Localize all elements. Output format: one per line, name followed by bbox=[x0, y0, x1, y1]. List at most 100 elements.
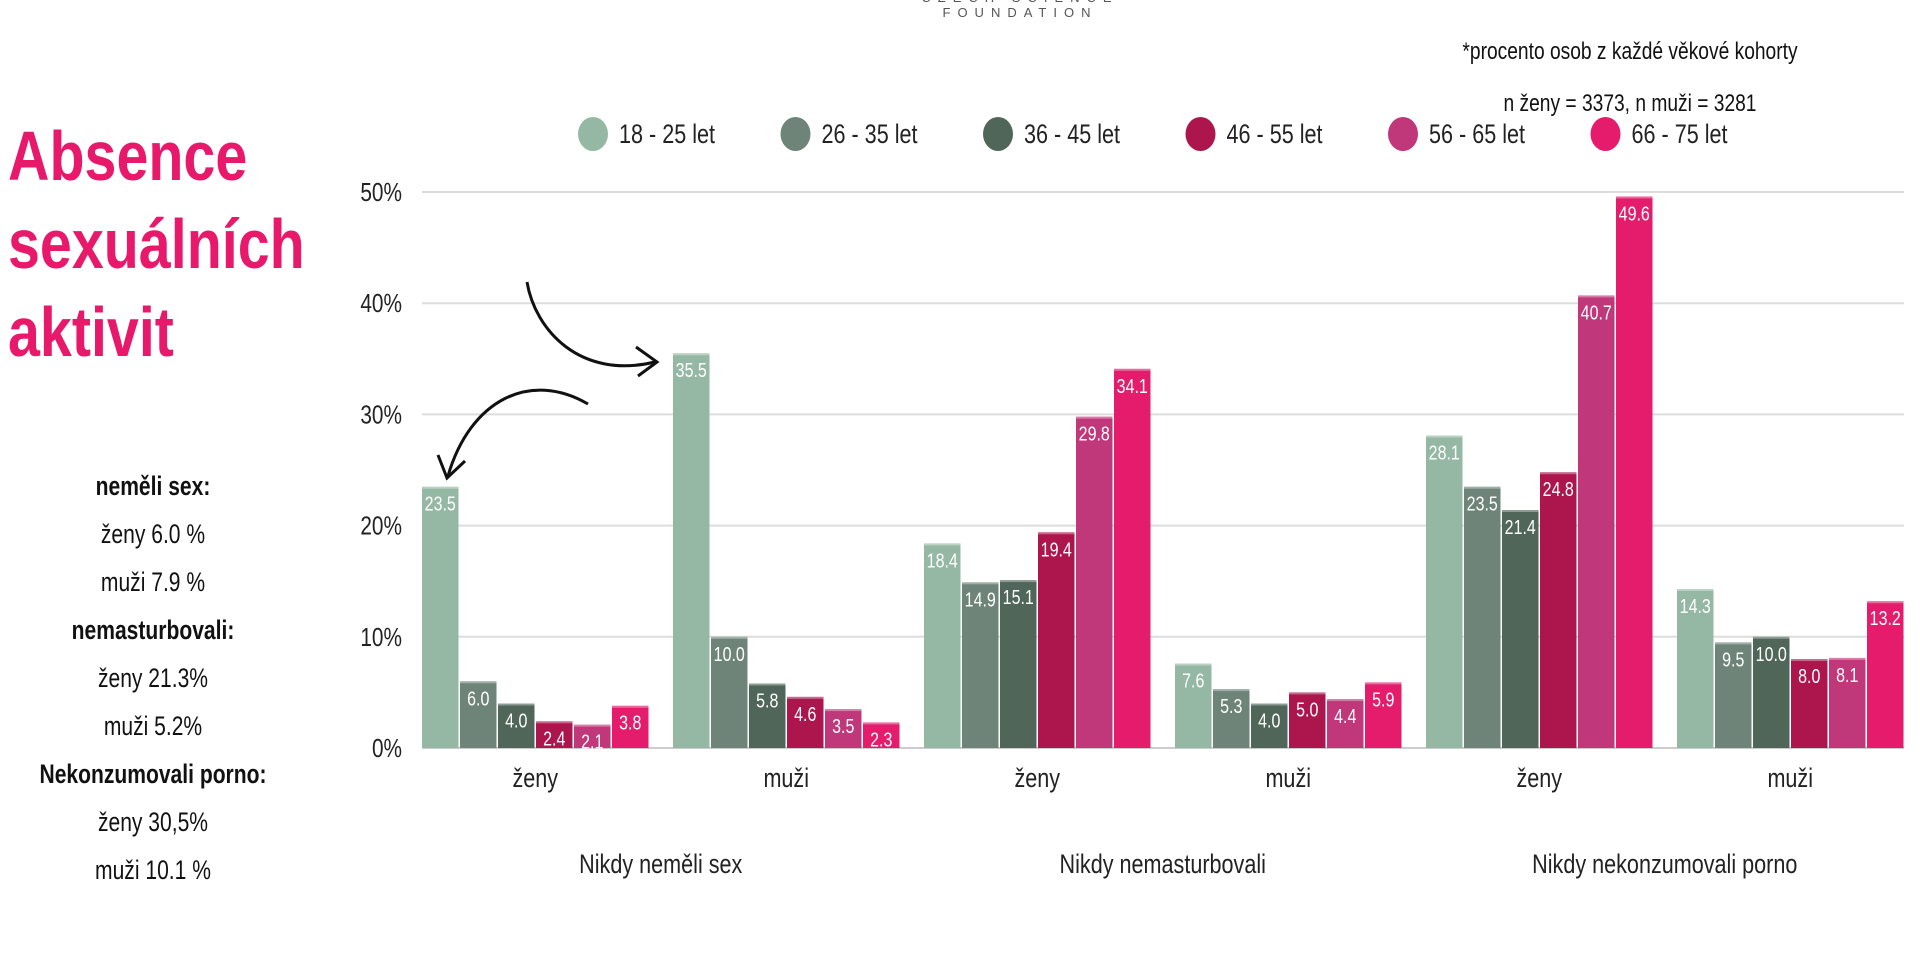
bar bbox=[1213, 689, 1250, 748]
data-label: 2.1 bbox=[581, 731, 603, 753]
bar-top bbox=[1464, 486, 1501, 489]
data-label: 8.1 bbox=[1836, 664, 1858, 686]
data-label: 21.4 bbox=[1505, 516, 1536, 538]
x-category-label: ženy bbox=[512, 764, 558, 794]
bar-top bbox=[825, 709, 862, 712]
bar bbox=[1289, 692, 1326, 748]
data-label: 5.0 bbox=[1296, 699, 1318, 721]
bar bbox=[673, 353, 710, 748]
y-tick-label: 40% bbox=[360, 289, 402, 318]
bar bbox=[787, 696, 824, 748]
data-label: 15.1 bbox=[1003, 586, 1034, 608]
title-line: sexuálních bbox=[8, 205, 305, 283]
summary-heading: Nekonzumovali porno: bbox=[39, 759, 267, 789]
data-label: 4.4 bbox=[1334, 705, 1356, 727]
legend-item: 26 - 35 let bbox=[780, 117, 918, 151]
legend-item: 56 - 65 let bbox=[1388, 117, 1525, 151]
bar bbox=[1464, 486, 1501, 748]
bar-top bbox=[863, 722, 900, 725]
data-label: 9.5 bbox=[1722, 649, 1744, 671]
bar bbox=[749, 683, 786, 748]
x-category-label: muži bbox=[763, 764, 809, 794]
x-group-label: Nikdy nemasturbovali bbox=[1060, 850, 1266, 880]
x-category-label: ženy bbox=[1014, 764, 1060, 794]
bar-top bbox=[1540, 472, 1577, 475]
bar bbox=[924, 543, 961, 748]
bar-top bbox=[1616, 196, 1653, 199]
arrow-head bbox=[436, 454, 467, 481]
legend-label: 26 - 35 let bbox=[822, 120, 918, 150]
bar bbox=[1076, 416, 1113, 748]
data-label: 28.1 bbox=[1429, 442, 1460, 464]
legend-swatch bbox=[1590, 117, 1621, 151]
bar-top bbox=[536, 721, 573, 724]
data-label: 10.0 bbox=[1756, 643, 1787, 665]
legend-swatch bbox=[1388, 117, 1418, 151]
data-label: 5.3 bbox=[1220, 695, 1242, 717]
y-tick-label: 10% bbox=[360, 623, 402, 652]
bar-top bbox=[1791, 659, 1828, 662]
chart-notes: *procento osob z každé věkové kohorty n … bbox=[1420, 26, 1840, 130]
bar-top bbox=[1677, 588, 1714, 591]
bar-top bbox=[1753, 636, 1790, 639]
bar bbox=[711, 636, 748, 748]
summary-value: muži 5.2% bbox=[103, 711, 203, 741]
bar bbox=[1677, 588, 1714, 748]
bar bbox=[1038, 532, 1075, 748]
bar-top bbox=[574, 724, 611, 727]
bar-top bbox=[1000, 580, 1037, 583]
bar-top bbox=[1867, 601, 1904, 604]
bar-top bbox=[1175, 663, 1212, 666]
bar bbox=[498, 703, 535, 748]
summary-value: ženy 30,5% bbox=[97, 807, 209, 837]
arrow-head bbox=[635, 345, 660, 378]
title-line: Absence bbox=[8, 117, 248, 195]
note-percent: *procento osob z každé věkové kohorty bbox=[1462, 38, 1798, 65]
bar bbox=[863, 722, 900, 748]
legend-label: 18 - 25 let bbox=[619, 120, 715, 150]
bar bbox=[1114, 368, 1151, 748]
data-label: 8.0 bbox=[1798, 665, 1820, 687]
bar bbox=[962, 582, 999, 748]
arrow-to-women-bar bbox=[446, 388, 589, 477]
data-label: 2.3 bbox=[870, 729, 892, 751]
data-label: 4.0 bbox=[1258, 710, 1280, 732]
data-label: 40.7 bbox=[1581, 302, 1612, 324]
legend-item: 36 - 45 let bbox=[983, 117, 1120, 151]
bar-top bbox=[612, 705, 649, 708]
bar bbox=[1365, 682, 1402, 748]
bar bbox=[1715, 642, 1752, 748]
summary-value: muži 7.9 % bbox=[100, 567, 206, 597]
note-sample-size: n ženy = 3373, n muži = 3281 bbox=[1503, 90, 1757, 117]
bar-top bbox=[498, 703, 535, 706]
bar bbox=[574, 724, 611, 748]
data-label: 29.8 bbox=[1079, 423, 1110, 445]
bar-top bbox=[1829, 657, 1866, 660]
data-label: 5.9 bbox=[1372, 689, 1394, 711]
data-label: 4.0 bbox=[505, 710, 527, 732]
bar-top bbox=[749, 683, 786, 686]
x-group-label: Nikdy nekonzumovali porno bbox=[1532, 850, 1797, 880]
data-label: 4.6 bbox=[794, 703, 816, 725]
bar-top bbox=[1578, 295, 1615, 298]
data-label: 6.0 bbox=[467, 688, 489, 710]
annotation-arrows bbox=[436, 281, 660, 481]
summary-heading: neměli sex: bbox=[95, 471, 211, 501]
data-label: 13.2 bbox=[1870, 608, 1901, 630]
bar-top bbox=[422, 486, 459, 489]
bar bbox=[1426, 435, 1463, 748]
data-label: 3.8 bbox=[619, 712, 641, 734]
bar bbox=[536, 721, 573, 748]
bar-top bbox=[1426, 435, 1463, 438]
x-category-label: muži bbox=[1265, 764, 1311, 794]
bar bbox=[1502, 510, 1539, 748]
data-label: 24.8 bbox=[1543, 479, 1574, 501]
summary-value: muži 10.1 % bbox=[95, 855, 211, 885]
legend-swatch bbox=[983, 117, 1013, 151]
bar bbox=[825, 709, 862, 748]
summary-value: ženy 21.3% bbox=[97, 663, 209, 693]
bar bbox=[460, 681, 497, 748]
bar bbox=[1251, 703, 1288, 748]
bar bbox=[1578, 295, 1615, 748]
